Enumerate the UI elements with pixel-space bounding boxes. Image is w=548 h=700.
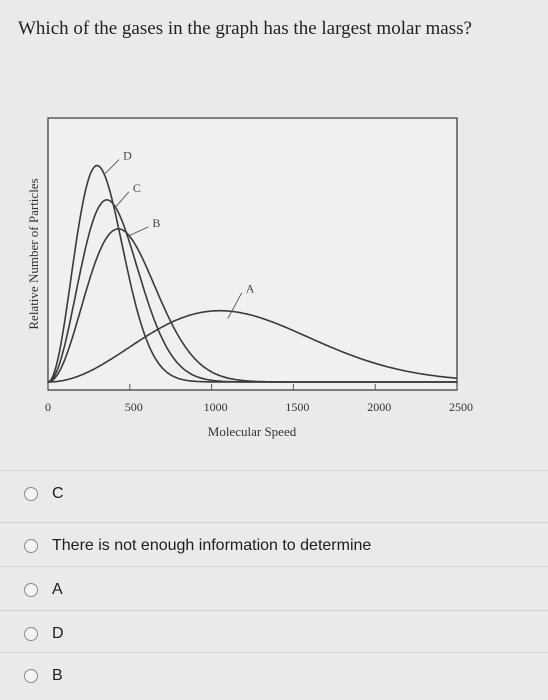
option-label: C (52, 485, 64, 502)
curve-label-c: C (133, 181, 141, 195)
x-tick-label: 500 (125, 400, 143, 414)
option-b[interactable]: B (0, 652, 548, 699)
curve-label-leader (114, 191, 130, 209)
option-label: There is not enough information to deter… (52, 537, 372, 554)
curve-a (48, 309, 458, 383)
x-tick-label: 1000 (204, 400, 228, 414)
question-text: Which of the gases in the graph has the … (18, 18, 472, 39)
curve-label-a: A (246, 282, 255, 296)
x-axis-title: Molecular Speed (208, 424, 297, 439)
option-label: A (52, 581, 63, 598)
curve-label-leader (227, 292, 243, 319)
option-c[interactable]: C (0, 470, 548, 517)
radio-icon[interactable] (24, 539, 38, 553)
chart-svg: 0 500 1000 1500 2000 2500 D C B A Molecular Spee… (26, 117, 473, 439)
option-d[interactable]: D (0, 610, 548, 657)
curve-label-d: D (123, 149, 132, 163)
x-tick-label: 2500 (449, 400, 473, 414)
plot-frame (47, 117, 458, 391)
radio-icon[interactable] (24, 583, 38, 597)
radio-icon[interactable] (24, 487, 38, 501)
option-a[interactable]: A (0, 566, 548, 613)
curve-b (47, 228, 457, 383)
y-axis-title: Relative Number of Particles (26, 178, 41, 329)
radio-icon[interactable] (24, 669, 38, 683)
x-tick-label: 0 (45, 400, 51, 414)
x-tick-label: 2000 (367, 400, 391, 414)
x-tick-label: 1500 (285, 400, 309, 414)
curve-label-leader (126, 226, 149, 238)
option-not-enough-info[interactable]: There is not enough information to deter… (0, 522, 548, 569)
curve-label-b: B (152, 216, 160, 230)
curve-label-leader (104, 159, 120, 174)
radio-icon[interactable] (24, 627, 38, 641)
option-label: B (52, 667, 63, 684)
speed-distribution-chart: 0 500 1000 1500 2000 2500 D C B A Molecular Spee… (0, 100, 548, 460)
option-label: D (52, 625, 64, 642)
